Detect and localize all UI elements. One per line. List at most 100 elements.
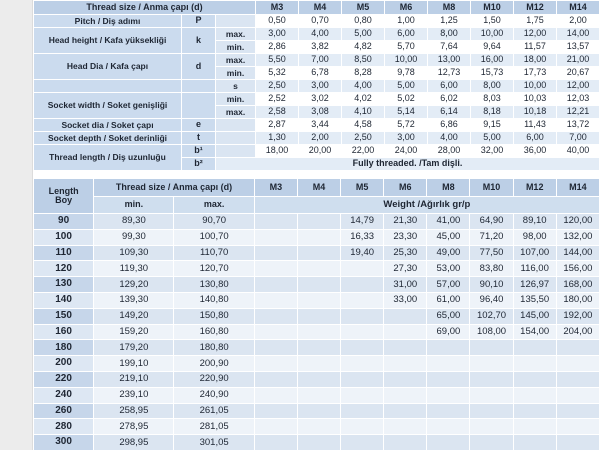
table-header-row: Length Boy Thread size / Anma çapı (d) M…: [32, 178, 600, 214]
qualifier-cell: max.: [214, 105, 257, 119]
row-cell: [555, 339, 600, 357]
size-column-header: M14: [555, 178, 600, 197]
size-column-header: M8: [427, 0, 472, 15]
size-column-header: M6: [383, 178, 428, 197]
value-cell: 11,43: [513, 118, 558, 132]
row-cell: 159,20: [93, 323, 175, 341]
qualifier-cell: max.: [214, 27, 257, 41]
row-cell: [383, 418, 428, 436]
table-row: min. 5,32 6,78 8,28 9,78 12,73 15,73 17,73 20,6…: [34, 66, 600, 80]
row-cell: 90,10: [469, 276, 514, 293]
row-cell: 220: [32, 370, 95, 388]
value-cell: 32,00: [470, 144, 515, 158]
row-cell: 110,70: [173, 244, 255, 262]
row-cell: [340, 434, 385, 450]
row-cell: 145,00: [512, 307, 557, 325]
row-cell: [512, 402, 557, 420]
row-cell: 89,30: [93, 213, 175, 230]
row-cell: 150: [32, 307, 95, 325]
value-cell: 8,28: [341, 66, 386, 80]
value-cell: 3,00: [255, 27, 300, 41]
value-cell: 12,00: [556, 79, 600, 93]
row-cell: 21,30: [383, 213, 428, 230]
row-cell: [296, 276, 342, 293]
symbol-cell: k: [181, 27, 216, 54]
max-header: max.: [173, 196, 255, 214]
parameter-name-cell: Socket dia / Soket çapı: [33, 118, 182, 132]
row-cell: [340, 307, 385, 325]
row-cell: 130: [32, 276, 95, 293]
row-cell: 260: [32, 402, 95, 420]
thread-size-header: Thread size / Anma çapı (d): [32, 0, 257, 15]
row-cell: [340, 260, 385, 278]
value-cell: 4,10: [341, 105, 386, 119]
row-cell: [253, 260, 298, 278]
symbol-cell: b²: [181, 157, 216, 171]
row-cell: [383, 323, 428, 341]
value-cell: 0,80: [341, 14, 386, 28]
row-cell: [512, 386, 557, 404]
row-cell: 240: [32, 386, 95, 404]
weight-header: Weight /Ağırlık gr/p: [253, 196, 600, 214]
value-cell: 1,50: [470, 14, 515, 28]
row-cell: 179,20: [93, 339, 175, 357]
length-header-en: Length: [48, 186, 79, 196]
row-cell: 139,30: [93, 291, 175, 309]
row-cell: [296, 213, 342, 230]
row-cell: [340, 355, 385, 372]
value-cell: 12,03: [556, 92, 600, 106]
value-cell: 5,70: [384, 40, 429, 54]
row-cell: 90: [32, 213, 95, 230]
size-column-header: M14: [556, 0, 600, 15]
symbol-cell: d: [181, 53, 216, 80]
row-cell: [383, 434, 428, 450]
value-cell: 18,00: [513, 53, 558, 67]
value-cell: 5,14: [384, 105, 429, 119]
value-cell: 8,00: [470, 79, 515, 93]
row-cell: [512, 370, 557, 388]
row-cell: 33,00: [383, 291, 428, 309]
row-cell: [296, 386, 342, 404]
value-cell: 13,72: [556, 118, 600, 132]
symbol-cell: P: [181, 14, 216, 28]
parameter-name-cell: Socket depth / Soket derinliği: [33, 131, 182, 145]
qualifier-cell: s: [214, 79, 257, 93]
parameter-name-cell: Thread length / Diş uzunluğu: [33, 144, 182, 171]
value-cell: 1,75: [513, 14, 558, 28]
value-cell: 10,00: [384, 53, 429, 67]
value-cell: 2,50: [255, 79, 300, 93]
row-cell: 168,00: [555, 276, 600, 293]
row-cell: 110: [32, 244, 95, 262]
qualifier-cell: [214, 131, 257, 145]
value-cell: 0,50: [255, 14, 300, 28]
table-row: 280 278,95 281,05: [32, 418, 600, 436]
row-cell: [555, 386, 600, 404]
length-header-tr: Boy: [55, 195, 73, 205]
table-row: 240 239,10 240,90: [32, 386, 600, 404]
parameter-name-cell: Head height / Kafa yüksekliği: [33, 27, 182, 54]
row-cell: 77,50: [469, 244, 514, 262]
table-row: Pitch / Diş adımı P 0,50 0,70 0,80 1,00 1,25…: [33, 14, 600, 28]
size-column-header: M8: [426, 178, 471, 197]
row-cell: 99,30: [93, 228, 175, 246]
size-column-header: M12: [513, 0, 558, 15]
value-cell: 2,00: [556, 14, 600, 28]
value-cell: 5,32: [255, 66, 300, 80]
value-cell: 3,00: [384, 131, 429, 145]
table-subheader-row: min. max. Weight /Ağırlık gr/p: [34, 196, 600, 214]
row-cell: [469, 402, 514, 420]
parameter-name-cell: Head Dia / Kafa çapı: [33, 53, 182, 80]
value-cell: 11,57: [513, 40, 558, 54]
value-cell: 7,64: [427, 40, 472, 54]
value-cell: 3,44: [298, 118, 343, 132]
row-cell: [555, 434, 600, 450]
row-cell: [555, 370, 600, 388]
row-cell: 96,40: [469, 291, 514, 309]
value-cell: 28,00: [427, 144, 472, 158]
row-cell: [253, 228, 298, 246]
fully-threaded-note: Fully threaded. /Tam dişli.: [214, 157, 600, 171]
row-cell: [253, 402, 298, 420]
row-cell: 25,30: [383, 244, 428, 262]
value-cell: 3,08: [298, 105, 343, 119]
value-cell: 18,00: [255, 144, 300, 158]
